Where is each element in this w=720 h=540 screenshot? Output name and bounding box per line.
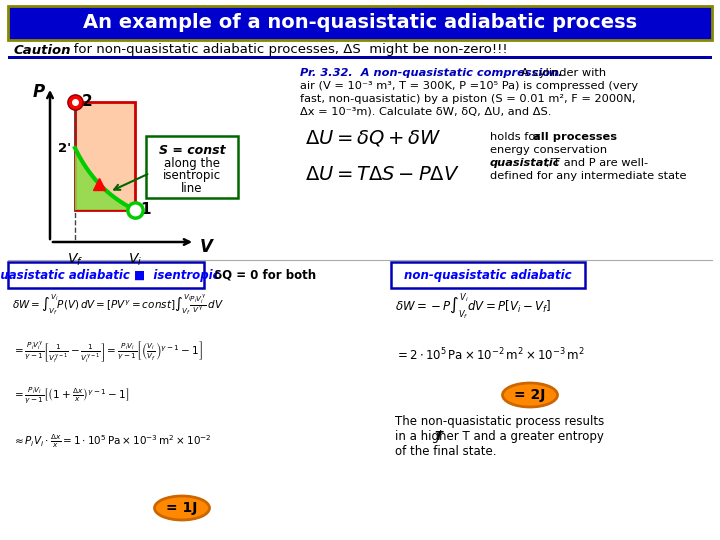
Text: δQ = 0 for both: δQ = 0 for both bbox=[214, 268, 316, 281]
Text: energy conservation: energy conservation bbox=[490, 145, 607, 155]
Text: The non-quasistatic process results: The non-quasistatic process results bbox=[395, 415, 604, 428]
Text: $= 2\cdot 10^5\,\mathrm{Pa}\times 10^{-2}\,\mathrm{m}^2\times 10^{-3}\,\mathrm{m: $= 2\cdot 10^5\,\mathrm{Pa}\times 10^{-2… bbox=[395, 347, 585, 363]
Text: $= \frac{P_i V_i}{\gamma-1}\left[\left(1+\frac{\Delta x}{x}\right)^{\gamma-1} - : $= \frac{P_i V_i}{\gamma-1}\left[\left(1… bbox=[12, 386, 130, 406]
Text: fast, non-quasistatic) by a piston (S = 0.01 m², F = 2000N,: fast, non-quasistatic) by a piston (S = … bbox=[300, 94, 636, 104]
Text: $= \frac{P_i V_i^\gamma}{\gamma-1}\left[\frac{1}{V_f^{\gamma-1}} - \frac{1}{V_i^: $= \frac{P_i V_i^\gamma}{\gamma-1}\left[… bbox=[12, 339, 203, 365]
Text: $\delta W = \int_{V_f}^{V_i} P(V)\,dV = \left[PV^\gamma = const\right] \int_{V_f: $\delta W = \int_{V_f}^{V_i} P(V)\,dV = … bbox=[12, 292, 224, 317]
Text: = 2J: = 2J bbox=[514, 388, 546, 402]
Text: S = const: S = const bbox=[158, 145, 225, 158]
Text: = 1J: = 1J bbox=[166, 501, 198, 515]
Text: quasistatic adiabatic ■  isentropic: quasistatic adiabatic ■ isentropic bbox=[0, 268, 220, 281]
Bar bbox=[8, 59, 712, 532]
Ellipse shape bbox=[155, 496, 210, 520]
Text: 1: 1 bbox=[140, 202, 150, 218]
Bar bbox=[75, 102, 135, 210]
FancyBboxPatch shape bbox=[8, 262, 204, 288]
Bar bbox=[8, 56, 712, 58]
Text: non-quasistatic adiabatic: non-quasistatic adiabatic bbox=[404, 268, 572, 281]
Text: Caution: Caution bbox=[14, 44, 71, 57]
Text: of the final state.: of the final state. bbox=[395, 445, 497, 458]
Text: $\delta W = -P\int_{V_f}^{V_i} dV = P\left[V_i - V_f\right]$: $\delta W = -P\int_{V_f}^{V_i} dV = P\le… bbox=[395, 292, 551, 322]
Text: 2: 2 bbox=[82, 93, 93, 109]
FancyBboxPatch shape bbox=[146, 136, 238, 198]
Text: air (V = 10⁻³ m³, T = 300K, P =10⁵ Pa) is compressed (very: air (V = 10⁻³ m³, T = 300K, P =10⁵ Pa) i… bbox=[300, 81, 638, 91]
Text: along the: along the bbox=[164, 158, 220, 171]
FancyBboxPatch shape bbox=[391, 262, 585, 288]
Text: $\Delta U = T\Delta S - P\Delta V$: $\Delta U = T\Delta S - P\Delta V$ bbox=[305, 165, 459, 184]
Text: $V_f$: $V_f$ bbox=[67, 252, 83, 268]
Text: T: T bbox=[434, 430, 442, 443]
Text: 2': 2' bbox=[58, 141, 71, 154]
Text: A cylinder with: A cylinder with bbox=[300, 68, 606, 78]
Text: , T and P are well-: , T and P are well- bbox=[546, 158, 648, 168]
Text: Pr. 3.32.  A non-quasistatic compression.: Pr. 3.32. A non-quasistatic compression. bbox=[300, 68, 562, 78]
Text: An example of a non-quasistatic adiabatic process: An example of a non-quasistatic adiabati… bbox=[83, 14, 637, 32]
Text: holds for: holds for bbox=[490, 132, 544, 142]
Text: quasistatic: quasistatic bbox=[490, 158, 560, 168]
Text: in a higher T and a greater entropy: in a higher T and a greater entropy bbox=[395, 430, 604, 443]
Text: defined for any intermediate state: defined for any intermediate state bbox=[490, 171, 686, 181]
Text: $V_i$: $V_i$ bbox=[128, 252, 142, 268]
Ellipse shape bbox=[503, 383, 557, 407]
Text: P: P bbox=[33, 83, 45, 101]
Text: line: line bbox=[181, 181, 203, 194]
Text: all processes: all processes bbox=[533, 132, 617, 142]
Polygon shape bbox=[75, 148, 135, 210]
Text: V: V bbox=[200, 238, 213, 256]
Bar bbox=[8, 6, 712, 40]
Text: : for non-quasistatic adiabatic processes, ΔS  might be non-zero!!!: : for non-quasistatic adiabatic processe… bbox=[65, 44, 508, 57]
Text: Δx = 10⁻³m). Calculate δW, δQ, ΔU, and ΔS.: Δx = 10⁻³m). Calculate δW, δQ, ΔU, and Δ… bbox=[300, 107, 552, 117]
Text: $\approx P_i V_i \cdot \frac{\Delta x}{x} = 1\cdot 10^5\,\mathrm{Pa}\times 10^{-: $\approx P_i V_i \cdot \frac{\Delta x}{x… bbox=[12, 433, 212, 450]
Text: isentropic: isentropic bbox=[163, 170, 221, 183]
Text: $\Delta U = \delta Q + \delta W$: $\Delta U = \delta Q + \delta W$ bbox=[305, 128, 441, 148]
